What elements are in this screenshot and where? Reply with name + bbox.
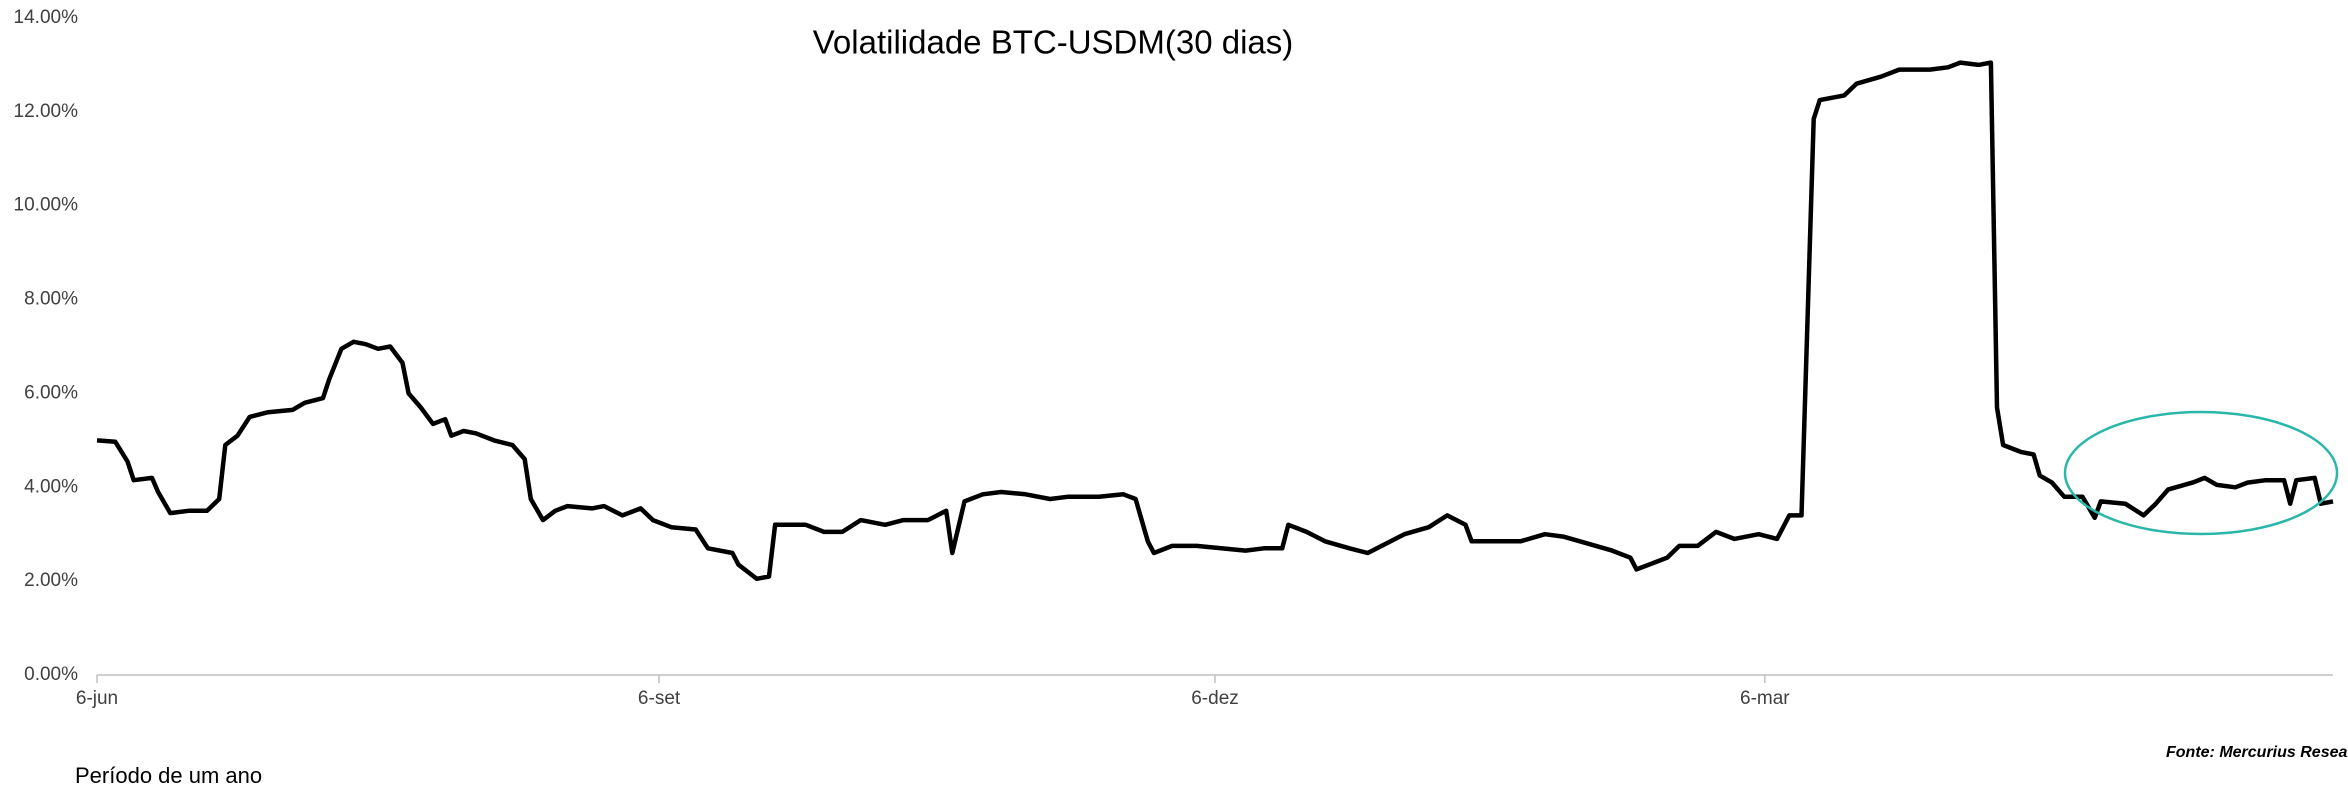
- y-tick-label: 4.00%: [24, 476, 78, 497]
- chart: Volatilidade BTC-USDM(30 dias) Fonte: Me…: [0, 0, 2348, 789]
- x-tick-label: 6-jun: [76, 688, 118, 709]
- page: Volatilidade BTC-USDM(30 dias) Fonte: Me…: [0, 0, 2348, 789]
- chart-title: Volatilidade BTC-USDM(30 dias): [813, 24, 1294, 61]
- x-tick-label: 6-set: [638, 688, 681, 709]
- y-tick-label: 8.00%: [24, 289, 78, 310]
- y-tick-label: 14.00%: [14, 7, 79, 28]
- y-tick-label: 10.00%: [14, 195, 79, 216]
- source-note: Fonte: Mercurius Research: [2166, 744, 2348, 761]
- y-tick-label: 6.00%: [24, 382, 78, 403]
- x-tick-label: 6-mar: [1740, 688, 1790, 709]
- y-tick-label: 2.00%: [24, 570, 78, 591]
- y-tick-label: 12.00%: [14, 101, 79, 122]
- y-tick-label: 0.00%: [24, 664, 78, 685]
- x-tick-label: 6-dez: [1191, 688, 1239, 709]
- period-note: Período de um ano: [75, 763, 262, 788]
